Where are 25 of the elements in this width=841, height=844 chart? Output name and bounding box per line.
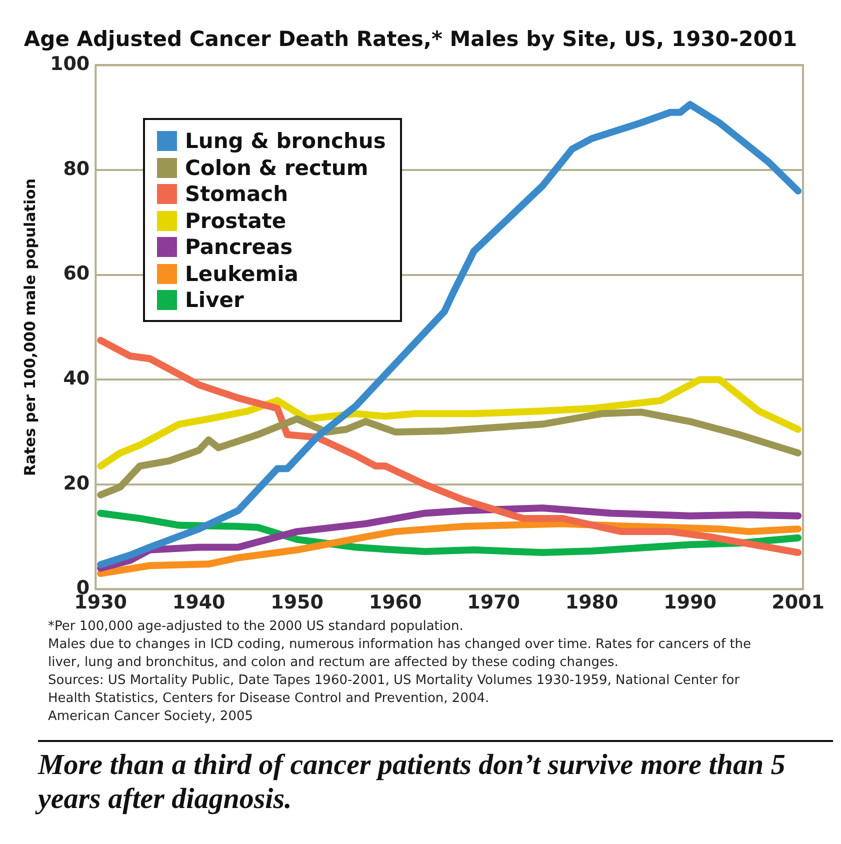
source-note: Sources: US Mortality Public, Date Tapes 1960-2001, US Mortality Volumes 1930-1959, National Center for Health Statistics, Centers for Disease Control and Prevention, 2004.	[48, 672, 741, 708]
x-tick-label: 1970	[467, 592, 520, 614]
y-tick-label: 80	[63, 158, 90, 180]
y-tick-label: 40	[63, 368, 90, 390]
x-tick-label: 2001	[772, 592, 825, 614]
y-tick-label: 20	[63, 472, 90, 494]
y-axis-title: Rates per 100,000 male population	[20, 178, 39, 476]
legend-label: Lung & bronchus	[185, 128, 386, 154]
x-tick-label: 1950	[270, 592, 324, 614]
legend-label: Liver	[185, 287, 244, 314]
x-tick-label: 1990	[664, 592, 716, 614]
legend-label: Leukemia	[185, 260, 298, 287]
y-tick-label: 60	[63, 262, 90, 285]
legend-label: Pancreas	[185, 234, 293, 260]
text: Males due to changes in ICD coding, numerous information has changed over time. Rates for cancers of the liver, lung and bronchitus, and colon and rectum are affected by these coding changes.	[48, 636, 752, 672]
text: *Per 100,000 age-adjusted to the 2000 US standard population.	[48, 618, 464, 636]
legend-label: Prostate	[185, 208, 286, 234]
y-tick-label: 100	[50, 53, 90, 76]
x-tick-label: 1980	[565, 592, 618, 614]
legend-label: Stomach	[185, 181, 288, 208]
chart-title: Age Adjusted Cancer Death Rates,* Males by Site, US, 1930-2001	[24, 27, 798, 52]
x-tick-label: 1960	[368, 592, 422, 614]
text: American Cancer Society, 2005	[48, 708, 254, 726]
legend-label: Colon & rectum	[185, 154, 368, 181]
x-tick-label: 1940	[172, 592, 226, 614]
